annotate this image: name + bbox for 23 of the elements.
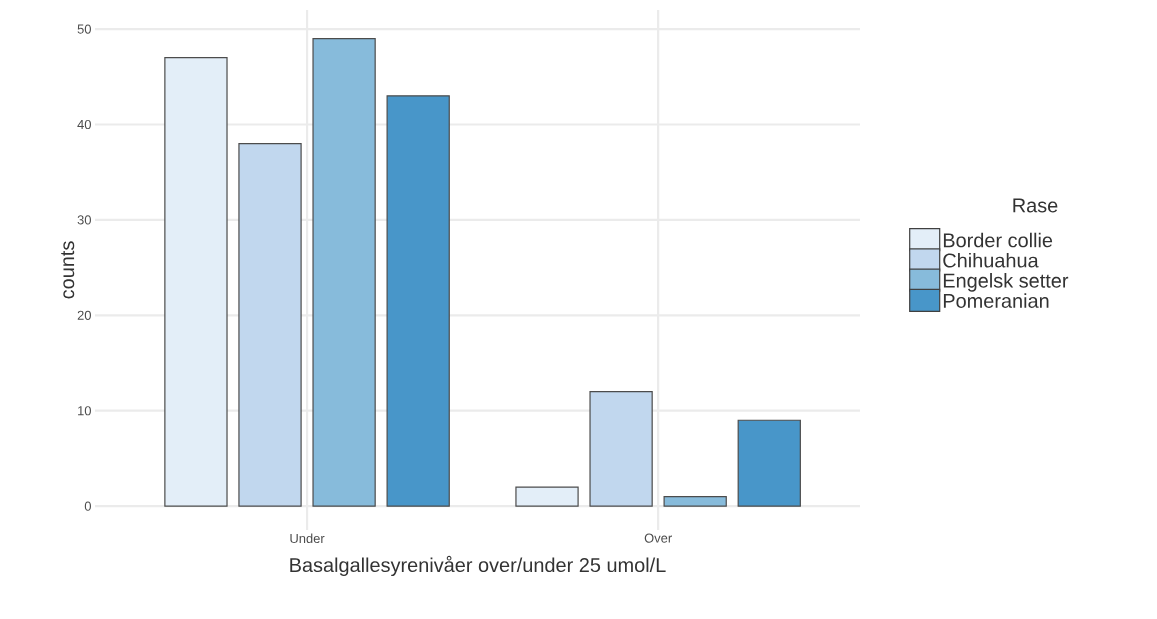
legend-label: Border collie (943, 232, 1053, 248)
x-tick-label: Under (290, 533, 325, 544)
y-tick-label: 50 (77, 24, 91, 34)
legend-label: Pomeranian (943, 293, 1049, 308)
y-tick-label: 20 (77, 310, 91, 320)
x-tick-label: Over (644, 533, 672, 543)
y-tick-label: 40 (77, 119, 91, 130)
bar (386, 95, 450, 507)
y-tick-label: 10 (78, 406, 91, 416)
y-axis-title: counts (61, 241, 75, 299)
legend-title: Rase (1013, 198, 1058, 213)
bar (515, 486, 579, 507)
bar (589, 391, 653, 507)
y-tick-label: 30 (77, 215, 91, 225)
legend-label: Engelsk setter (943, 273, 1069, 292)
x-axis-title: Basalgallesyrenivåer over/under 25 umol/L (290, 555, 666, 577)
bar (663, 495, 727, 507)
y-tick-label: 0 (84, 501, 91, 511)
bar (312, 38, 376, 507)
bar (737, 419, 801, 507)
bar (238, 142, 302, 507)
legend-label: Chihuahua (943, 252, 1039, 268)
bar (164, 57, 228, 507)
